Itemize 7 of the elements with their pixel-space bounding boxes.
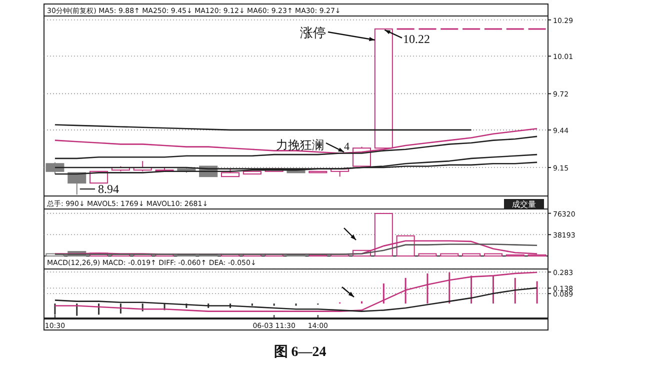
annotation: 4 (344, 141, 350, 153)
annotation: 10.22 (403, 32, 430, 46)
caption: 图 6—24 (274, 344, 326, 360)
annotation: 涨停 (300, 25, 326, 40)
annotation: 力挽狂澜 (276, 138, 324, 152)
annotation: 成交量 (512, 200, 536, 209)
annotation: 8.94 (98, 182, 119, 196)
